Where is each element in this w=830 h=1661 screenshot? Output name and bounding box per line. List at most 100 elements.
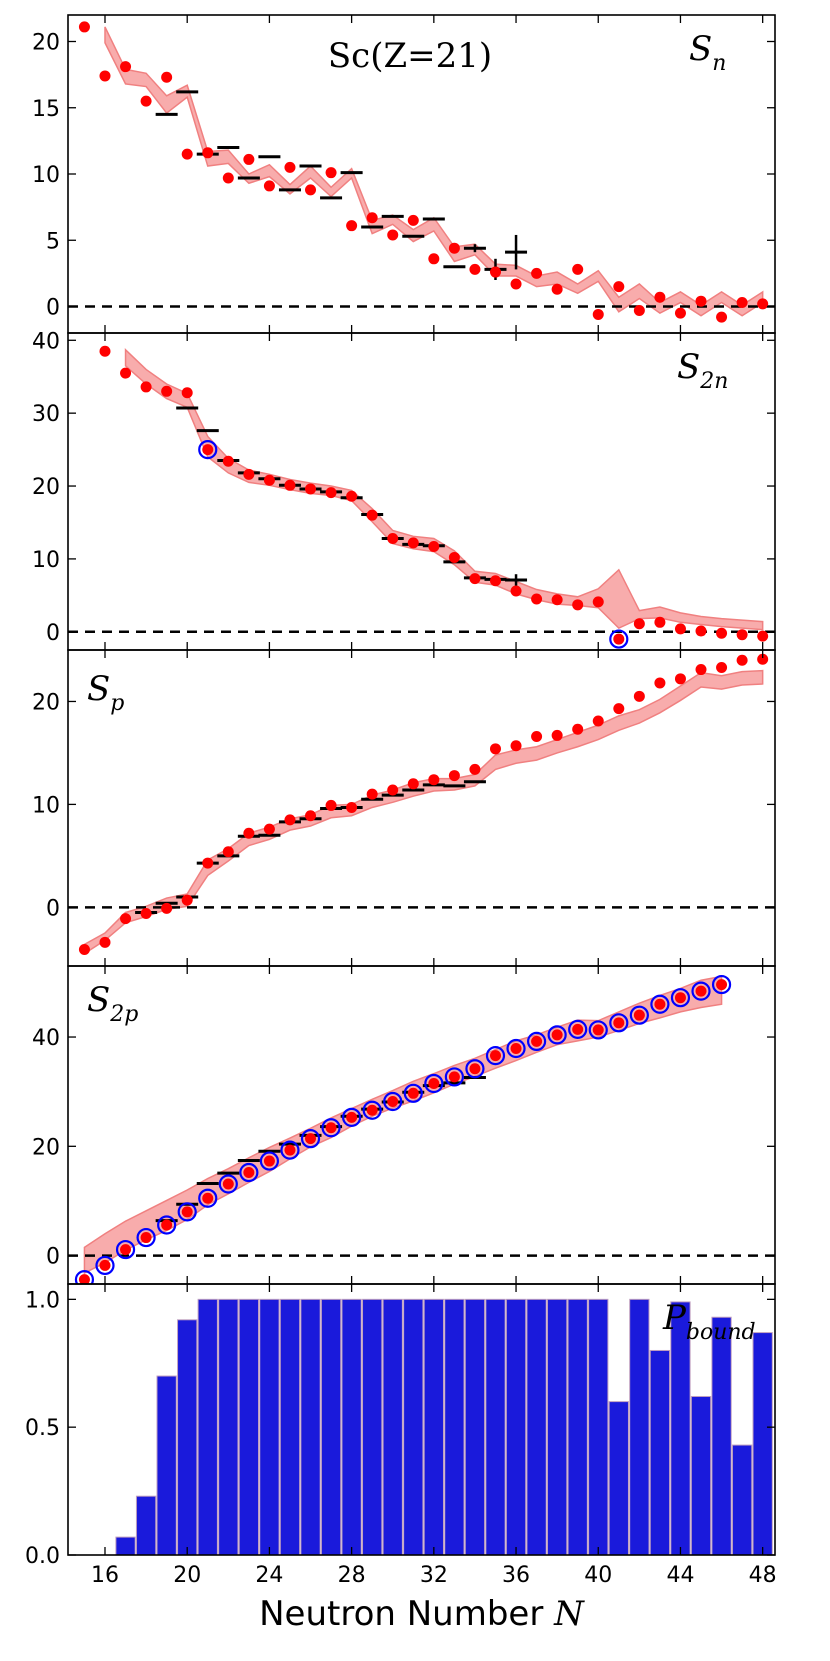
bar [526,1298,547,1555]
panel-label-sub: n [712,51,726,76]
prediction-point [592,1024,604,1036]
prediction-point [448,242,460,254]
prediction-point [674,673,686,685]
bar [608,1401,629,1555]
prediction-point [633,618,645,630]
open-marker [568,1019,588,1039]
bar [444,1298,465,1555]
prediction-point [99,936,111,948]
y-tick-label: 20 [32,475,60,500]
open-marker [280,1140,300,1160]
open-marker [444,1067,464,1087]
x-tick-label: 16 [91,1563,119,1588]
prediction-point [510,740,522,752]
prediction-point [202,444,214,456]
bar [403,1298,424,1555]
prediction-point [140,381,152,393]
bar [567,1298,588,1555]
prediction-point [140,1232,152,1244]
panel-label-sub: 2p [109,1002,138,1027]
x-tick-label: 44 [666,1563,694,1588]
bar [670,1301,691,1555]
prediction-point [99,70,111,82]
prediction-point [305,483,317,495]
bar [279,1298,301,1555]
y-tick-label: 40 [32,329,60,354]
bar [341,1298,362,1555]
plot-area [115,1298,773,1555]
y-tick-label: 0 [46,1245,60,1270]
prediction-point [613,281,625,293]
bar [197,1298,218,1555]
open-marker [547,1025,567,1045]
prediction-point [161,1219,173,1231]
prediction-point [572,263,584,275]
bar [382,1298,403,1555]
prediction-point [551,1029,563,1041]
prediction-point [510,585,522,597]
prediction-point [243,468,255,480]
bar [731,1444,753,1555]
bar [690,1395,712,1555]
prediction-point [695,295,707,307]
prediction-point [222,172,234,184]
y-tick-label: 10 [32,793,60,818]
prediction-point [716,311,728,323]
x-axis-label: Neutron Number N [259,1594,585,1634]
y-tick-label: 40 [32,1026,60,1051]
prediction-point [222,1178,234,1190]
prediction-point [654,998,666,1010]
open-marker [609,1013,629,1033]
prediction-point [448,1071,460,1083]
y-tick-label: 0 [46,296,60,321]
open-marker [403,1083,423,1103]
prediction-point [325,487,337,499]
open-marker [95,1255,115,1276]
open-marker [711,974,732,995]
prediction-point [531,267,543,279]
bar [115,1536,136,1555]
panel-label-main: S [689,29,712,69]
prediction-point [448,551,460,563]
x-tick-label: 36 [502,1563,530,1588]
prediction-point [366,788,378,800]
prediction-point [510,1043,522,1055]
prediction-point [181,894,193,906]
panel-label: S2p [87,980,138,1027]
prediction-point [325,167,337,179]
bar [752,1332,773,1555]
prediction-point [674,307,686,319]
prediction-point [263,1155,275,1167]
prediction-point [428,1077,440,1089]
prediction-point [284,161,296,173]
prediction-point [78,21,90,33]
panel-label-main: S [87,669,110,709]
bar [362,1298,383,1555]
prediction-point [674,992,686,1004]
bar [218,1298,239,1555]
prediction-point [592,596,604,608]
uncertainty-band [83,669,764,956]
open-marker [177,1202,197,1222]
panel-frame [67,1283,776,1556]
prediction-point [531,1035,543,1047]
prediction-point [633,1009,645,1021]
prediction-point [120,61,132,73]
open-marker [383,1091,403,1112]
prediction-point [448,770,460,782]
open-marker [650,994,670,1014]
prediction-point [305,810,317,822]
prediction-point [346,1111,358,1123]
prediction-point [305,1133,317,1145]
prediction-point [613,1017,625,1029]
prediction-point [695,664,707,676]
panel-s2p: 0 20 40 S2p [32,965,776,1285]
prediction-point [263,474,275,486]
panel-label: Sn [689,29,726,76]
panel-pbound: 0.0 0.5 1.0 16 20 24 28 32 36 40 44 48 Neutron Numbe… [25,1283,777,1634]
prediction-point [263,823,275,835]
open-marker [629,1005,649,1025]
x-tick-label: 32 [420,1563,448,1588]
bar [320,1298,342,1555]
